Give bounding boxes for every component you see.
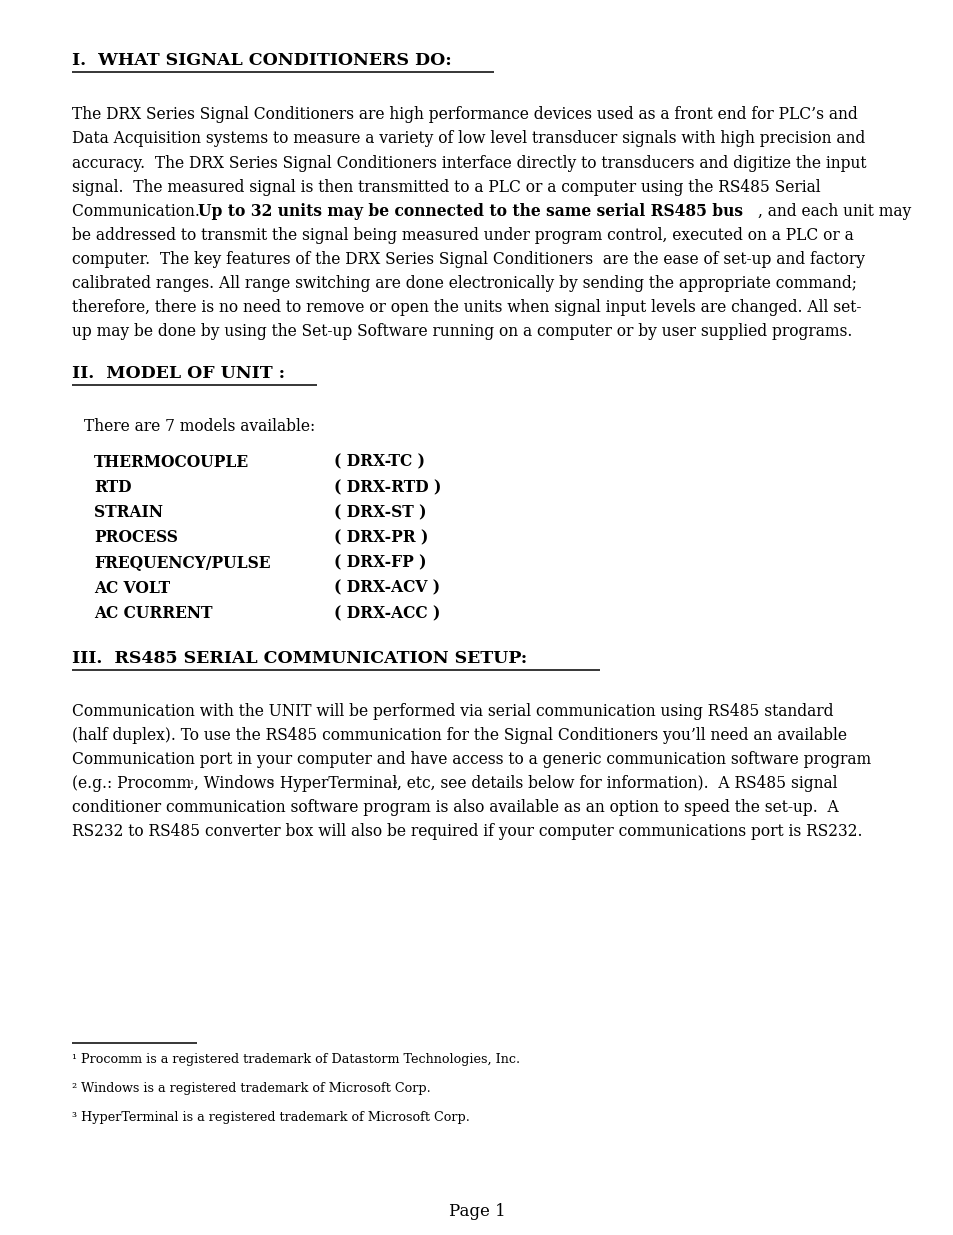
Text: up may be done by using the Set-up Software running on a computer or by user sup: up may be done by using the Set-up Softw… xyxy=(71,324,851,341)
Text: conditioner communication software program is also available as an option to spe: conditioner communication software progr… xyxy=(71,799,838,816)
Text: ( DRX-TC ): ( DRX-TC ) xyxy=(334,453,424,471)
Text: computer.  The key features of the DRX Series Signal Conditioners  are the ease : computer. The key features of the DRX Se… xyxy=(71,251,864,268)
Text: RTD: RTD xyxy=(94,479,132,496)
Text: (e.g.: Procomm: (e.g.: Procomm xyxy=(71,774,191,792)
Text: The DRX Series Signal Conditioners are high performance devices used as a front : The DRX Series Signal Conditioners are h… xyxy=(71,106,857,124)
Text: HyperTerminal: HyperTerminal xyxy=(274,774,396,792)
Text: Page 1: Page 1 xyxy=(448,1203,505,1220)
Text: I.  WHAT SIGNAL CONDITIONERS DO:: I. WHAT SIGNAL CONDITIONERS DO: xyxy=(71,52,452,69)
Text: STRAIN: STRAIN xyxy=(94,504,163,521)
Text: (half duplex). To use the RS485 communication for the Signal Conditioners you’ll: (half duplex). To use the RS485 communic… xyxy=(71,726,846,743)
Text: ² Windows is a registered trademark of Microsoft Corp.: ² Windows is a registered trademark of M… xyxy=(71,1082,431,1095)
Text: calibrated ranges. All range switching are done electronically by sending the ap: calibrated ranges. All range switching a… xyxy=(71,275,856,293)
Text: THERMOCOUPLE: THERMOCOUPLE xyxy=(94,453,249,471)
Text: ³: ³ xyxy=(392,781,396,790)
Text: PROCESS: PROCESS xyxy=(94,530,177,546)
Text: be addressed to transmit the signal being measured under program control, execut: be addressed to transmit the signal bein… xyxy=(71,227,853,243)
Text: III.  RS485 SERIAL COMMUNICATION SETUP:: III. RS485 SERIAL COMMUNICATION SETUP: xyxy=(71,651,527,667)
Text: II.  MODEL OF UNIT :: II. MODEL OF UNIT : xyxy=(71,366,285,383)
Text: ( DRX-FP ): ( DRX-FP ) xyxy=(334,555,426,572)
Text: ( DRX-RTD ): ( DRX-RTD ) xyxy=(334,479,441,496)
Text: Up to 32 units may be connected to the same serial RS485 bus: Up to 32 units may be connected to the s… xyxy=(198,203,742,220)
Text: , etc, see details below for information).  A RS485 signal: , etc, see details below for information… xyxy=(397,774,837,792)
Text: FREQUENCY/PULSE: FREQUENCY/PULSE xyxy=(94,555,271,572)
Text: There are 7 models available:: There are 7 models available: xyxy=(84,417,314,435)
Text: RS232 to RS485 converter box will also be required if your computer communicatio: RS232 to RS485 converter box will also b… xyxy=(71,823,862,840)
Text: Communication port in your computer and have access to a generic communication s: Communication port in your computer and … xyxy=(71,751,870,768)
Text: ( DRX-ST ): ( DRX-ST ) xyxy=(334,504,426,521)
Text: ( DRX-ACC ): ( DRX-ACC ) xyxy=(334,605,440,622)
Text: Communication.: Communication. xyxy=(71,203,205,220)
Text: , Windows: , Windows xyxy=(194,774,274,792)
Text: AC CURRENT: AC CURRENT xyxy=(94,605,213,622)
Text: accuracy.  The DRX Series Signal Conditioners interface directly to transducers : accuracy. The DRX Series Signal Conditio… xyxy=(71,154,865,172)
Text: , and each unit may: , and each unit may xyxy=(758,203,910,220)
Text: ³ HyperTerminal is a registered trademark of Microsoft Corp.: ³ HyperTerminal is a registered trademar… xyxy=(71,1112,470,1124)
Text: ¹ Procomm is a registered trademark of Datastorm Technologies, Inc.: ¹ Procomm is a registered trademark of D… xyxy=(71,1053,519,1066)
Text: ¹: ¹ xyxy=(190,781,193,790)
Text: therefore, there is no need to remove or open the units when signal input levels: therefore, there is no need to remove or… xyxy=(71,299,861,316)
Text: signal.  The measured signal is then transmitted to a PLC or a computer using th: signal. The measured signal is then tran… xyxy=(71,179,820,195)
Text: ( DRX-PR ): ( DRX-PR ) xyxy=(334,530,428,546)
Text: Communication with the UNIT will be performed via serial communication using RS4: Communication with the UNIT will be perf… xyxy=(71,703,833,720)
Text: AC VOLT: AC VOLT xyxy=(94,580,170,597)
Text: ( DRX-ACV ): ( DRX-ACV ) xyxy=(334,580,439,597)
Text: ²: ² xyxy=(270,781,274,790)
Text: Data Acquisition systems to measure a variety of low level transducer signals wi: Data Acquisition systems to measure a va… xyxy=(71,131,864,147)
